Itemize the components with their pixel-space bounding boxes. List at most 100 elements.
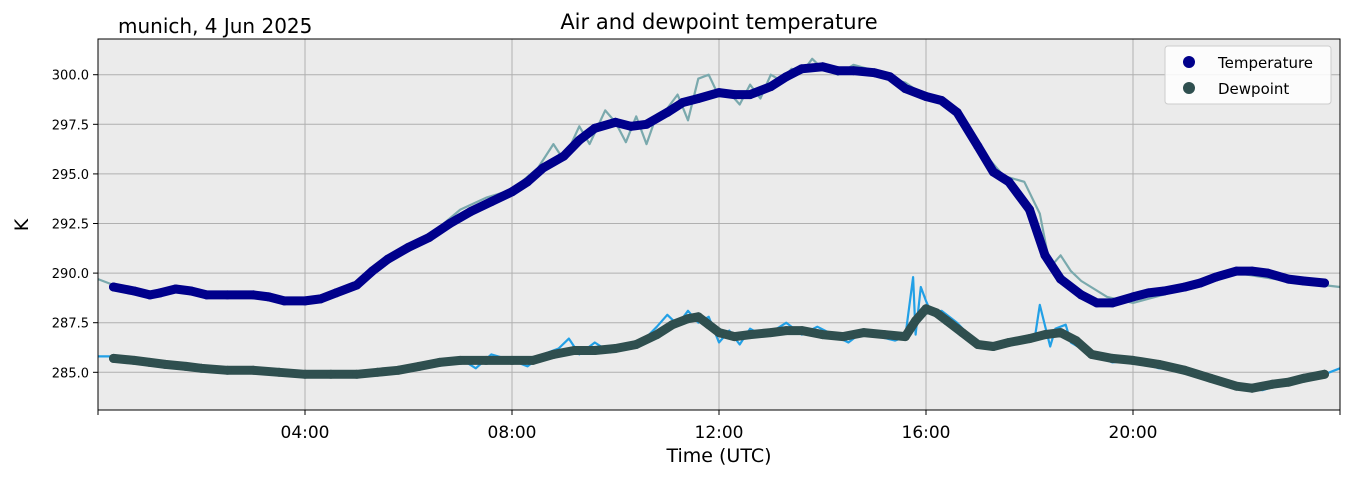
dewpoint-point bbox=[957, 328, 967, 338]
legend-marker-temperature bbox=[1183, 56, 1195, 68]
temperature-point bbox=[507, 187, 517, 197]
temperature-point bbox=[611, 117, 620, 127]
temperature-point bbox=[279, 296, 289, 306]
legend: Temperature Dewpoint bbox=[1164, 45, 1332, 105]
dewpoint-point bbox=[880, 330, 890, 340]
dewpoint-point bbox=[1247, 383, 1257, 393]
temperature-point bbox=[1320, 278, 1329, 288]
temperature-point bbox=[202, 290, 212, 300]
dewpoint-point bbox=[569, 346, 579, 355]
dewpoint-point bbox=[766, 328, 776, 338]
temperature-point bbox=[1232, 266, 1241, 276]
temperature-point bbox=[833, 66, 843, 76]
legend-label-temperature: Temperature bbox=[1217, 54, 1313, 72]
temperature-point bbox=[352, 280, 362, 290]
dewpoint-point bbox=[414, 361, 424, 371]
temperature-point bbox=[1247, 266, 1257, 276]
dewpoint-point bbox=[274, 367, 284, 377]
dewpoint-point bbox=[129, 355, 139, 365]
temperature-point bbox=[109, 282, 118, 292]
temperature-point bbox=[424, 232, 434, 242]
temperature-point bbox=[1159, 286, 1169, 296]
dewpoint-point bbox=[714, 328, 724, 338]
dewpoint-point bbox=[1154, 359, 1164, 369]
dewpoint-point bbox=[988, 342, 998, 351]
y-tick-label: 300.0 bbox=[52, 69, 89, 84]
dewpoint-point bbox=[548, 349, 558, 359]
dewpoint-point bbox=[1320, 369, 1329, 379]
temperature-point bbox=[900, 84, 910, 94]
dewpoint-point bbox=[1299, 373, 1309, 383]
temperature-point bbox=[559, 151, 569, 161]
dewpoint-point bbox=[730, 332, 739, 342]
dewpoint-point bbox=[248, 365, 258, 375]
temperature-point bbox=[171, 284, 181, 294]
dewpoint-point bbox=[145, 357, 155, 367]
temperature-point bbox=[988, 167, 998, 177]
temperature-point bbox=[937, 96, 946, 105]
y-tick-label: 292.5 bbox=[52, 218, 89, 233]
temperature-point bbox=[1283, 274, 1293, 284]
temperature-point bbox=[590, 123, 600, 133]
dewpoint-point bbox=[590, 346, 600, 355]
x-tick-label: 04:00 bbox=[281, 423, 330, 443]
dewpoint-point bbox=[352, 369, 362, 379]
dewpoint-point bbox=[1283, 377, 1293, 387]
dewpoint-point bbox=[1004, 338, 1014, 347]
dewpoint-point bbox=[693, 312, 703, 322]
x-tick-label: 08:00 bbox=[488, 423, 537, 443]
temperature-point bbox=[1025, 205, 1034, 215]
temperature-point bbox=[486, 197, 496, 207]
temperature-point bbox=[885, 72, 895, 82]
temperature-point bbox=[1263, 268, 1273, 278]
y-tick-label: 297.5 bbox=[52, 118, 89, 133]
temperature-point bbox=[797, 64, 807, 74]
dewpoint-point bbox=[818, 330, 827, 340]
temperature-point bbox=[383, 254, 393, 264]
temperature-point bbox=[730, 90, 739, 100]
temperature-point bbox=[1128, 292, 1138, 302]
temperature-point bbox=[316, 294, 325, 304]
dewpoint-point bbox=[1180, 365, 1190, 375]
dewpoint-point bbox=[1025, 334, 1034, 344]
temperature-point bbox=[1076, 290, 1086, 300]
temperature-point bbox=[642, 119, 651, 129]
location-date-label: munich, 4 Jun 2025 bbox=[118, 14, 312, 38]
temperature-point bbox=[678, 98, 688, 107]
dewpoint-point bbox=[797, 326, 807, 336]
dewpoint-point bbox=[921, 304, 931, 314]
temperature-point bbox=[818, 62, 827, 72]
temperature-point bbox=[1180, 282, 1190, 292]
dewpoint-point bbox=[631, 340, 641, 349]
dewpoint-point bbox=[1040, 330, 1050, 340]
dewpoint-point bbox=[942, 316, 952, 326]
dewpoint-point bbox=[1232, 381, 1241, 391]
dewpoint-point bbox=[1107, 353, 1117, 363]
temperature-point bbox=[921, 92, 931, 101]
dewpoint-point bbox=[1128, 355, 1138, 365]
legend-marker-dewpoint bbox=[1183, 82, 1195, 94]
dewpoint-point bbox=[507, 355, 517, 365]
temperature-point bbox=[714, 88, 724, 98]
y-axis-title: K bbox=[11, 218, 33, 231]
dewpoint-point bbox=[300, 369, 310, 379]
dewpoint-point bbox=[683, 314, 693, 324]
temperature-point bbox=[222, 290, 232, 300]
dewpoint-point bbox=[745, 330, 755, 340]
temperature-point bbox=[1092, 298, 1102, 308]
chart-title: Air and dewpoint temperature bbox=[560, 10, 877, 34]
dewpoint-point bbox=[109, 353, 118, 363]
dewpoint-point bbox=[611, 344, 620, 353]
temperature-point bbox=[1056, 274, 1066, 284]
temperature-point bbox=[849, 66, 858, 76]
y-tick-label: 290.0 bbox=[52, 267, 89, 282]
dewpoint-point bbox=[197, 363, 206, 373]
legend-label-dewpoint: Dewpoint bbox=[1218, 80, 1289, 98]
dewpoint-point bbox=[435, 357, 444, 367]
temperature-point bbox=[523, 177, 532, 187]
temperature-point bbox=[973, 141, 983, 151]
dewpoint-point bbox=[455, 355, 465, 365]
dewpoint-point bbox=[222, 365, 232, 375]
dewpoint-point bbox=[1087, 349, 1097, 359]
